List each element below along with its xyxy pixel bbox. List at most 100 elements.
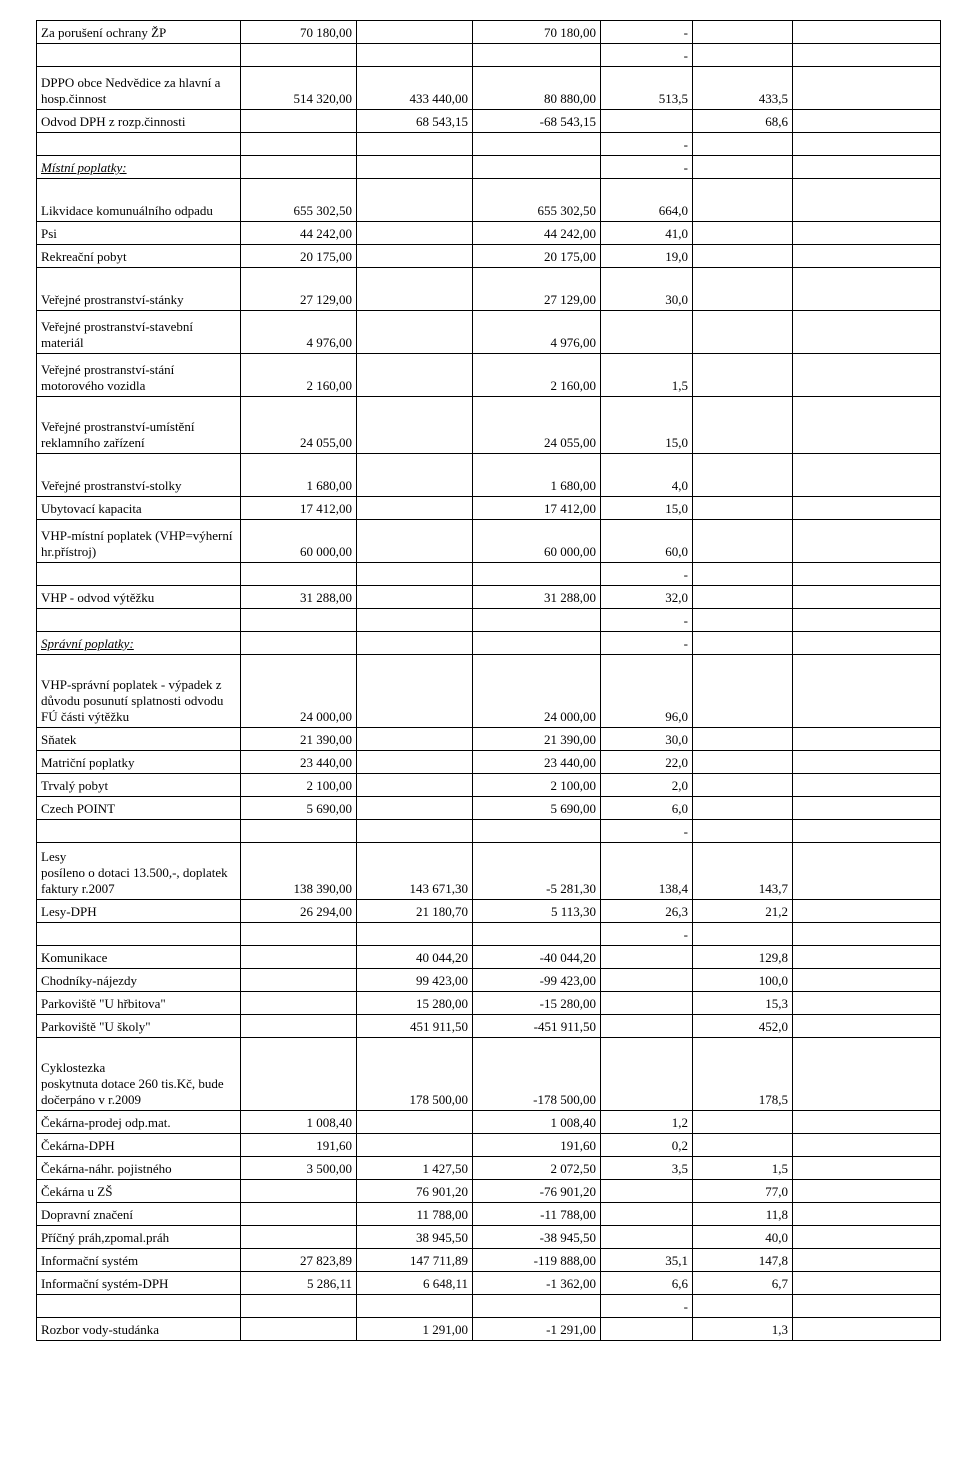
cell-c0: Psi bbox=[37, 222, 241, 245]
cell-c3: -11 788,00 bbox=[473, 1203, 601, 1226]
cell-c2 bbox=[357, 609, 473, 632]
cell-c0: Rekreační pobyt bbox=[37, 245, 241, 268]
cell-c3: -1 362,00 bbox=[473, 1272, 601, 1295]
cell-c2 bbox=[357, 354, 473, 397]
cell-c0: VHP-správní poplatek - výpadek z důvodu … bbox=[37, 655, 241, 728]
cell-c3: 1 008,40 bbox=[473, 1111, 601, 1134]
cell-c4: 30,0 bbox=[601, 728, 693, 751]
cell-c2 bbox=[357, 751, 473, 774]
cell-c6 bbox=[793, 923, 941, 946]
cell-c1 bbox=[241, 156, 357, 179]
table-row: - bbox=[37, 563, 941, 586]
table-row: Veřejné prostranství-stání motorového vo… bbox=[37, 354, 941, 397]
table-row: Sňatek21 390,0021 390,0030,0 bbox=[37, 728, 941, 751]
cell-c0: Sňatek bbox=[37, 728, 241, 751]
cell-c2 bbox=[357, 44, 473, 67]
cell-c6 bbox=[793, 268, 941, 311]
cell-c1: 60 000,00 bbox=[241, 520, 357, 563]
cell-c5 bbox=[693, 1134, 793, 1157]
cell-c5 bbox=[693, 655, 793, 728]
cell-c3: 191,60 bbox=[473, 1134, 601, 1157]
cell-c5 bbox=[693, 245, 793, 268]
cell-c6 bbox=[793, 1134, 941, 1157]
cell-c0: Komunikace bbox=[37, 946, 241, 969]
cell-c5 bbox=[693, 728, 793, 751]
cell-c5 bbox=[693, 563, 793, 586]
cell-c1: 23 440,00 bbox=[241, 751, 357, 774]
cell-c2 bbox=[357, 245, 473, 268]
cell-c3 bbox=[473, 1295, 601, 1318]
table-row: Rozbor vody-studánka1 291,00-1 291,001,3 bbox=[37, 1318, 941, 1341]
cell-c0: Veřejné prostranství-umístění reklamního… bbox=[37, 397, 241, 454]
cell-c6 bbox=[793, 1295, 941, 1318]
cell-c6 bbox=[793, 156, 941, 179]
table-row: Veřejné prostranství-stánky27 129,0027 1… bbox=[37, 268, 941, 311]
cell-c5 bbox=[693, 751, 793, 774]
cell-c3 bbox=[473, 820, 601, 843]
cell-c6 bbox=[793, 586, 941, 609]
cell-c0: VHP - odvod výtěžku bbox=[37, 586, 241, 609]
cell-c4 bbox=[601, 1226, 693, 1249]
cell-c1: 514 320,00 bbox=[241, 67, 357, 110]
cell-c2: 6 648,11 bbox=[357, 1272, 473, 1295]
cell-c3: 2 072,50 bbox=[473, 1157, 601, 1180]
cell-c4: - bbox=[601, 133, 693, 156]
cell-c6 bbox=[793, 843, 941, 900]
cell-c6 bbox=[793, 110, 941, 133]
cell-c3: -1 291,00 bbox=[473, 1318, 601, 1341]
cell-c5: 6,7 bbox=[693, 1272, 793, 1295]
cell-c5 bbox=[693, 520, 793, 563]
cell-c5: 147,8 bbox=[693, 1249, 793, 1272]
cell-c2: 15 280,00 bbox=[357, 992, 473, 1015]
cell-c2 bbox=[357, 563, 473, 586]
cell-c3: 23 440,00 bbox=[473, 751, 601, 774]
cell-c2: 38 945,50 bbox=[357, 1226, 473, 1249]
cell-c0: Čekárna-DPH bbox=[37, 1134, 241, 1157]
table-row: Chodníky-nájezdy99 423,00-99 423,00100,0 bbox=[37, 969, 941, 992]
cell-c2 bbox=[357, 797, 473, 820]
cell-c1: 44 242,00 bbox=[241, 222, 357, 245]
cell-c0: Parkoviště "U hřbitova" bbox=[37, 992, 241, 1015]
cell-c4: - bbox=[601, 21, 693, 44]
cell-c1 bbox=[241, 1226, 357, 1249]
cell-c1 bbox=[241, 820, 357, 843]
table-row: Veřejné prostranství-stolky1 680,001 680… bbox=[37, 454, 941, 497]
cell-c6 bbox=[793, 774, 941, 797]
cell-c6 bbox=[793, 632, 941, 655]
table-row: - bbox=[37, 44, 941, 67]
cell-c2 bbox=[357, 311, 473, 354]
cell-c0: Parkoviště "U školy" bbox=[37, 1015, 241, 1038]
cell-c2 bbox=[357, 133, 473, 156]
cell-c1: 70 180,00 bbox=[241, 21, 357, 44]
table-row: Czech POINT5 690,005 690,006,0 bbox=[37, 797, 941, 820]
cell-c5: 143,7 bbox=[693, 843, 793, 900]
cell-c0: Trvalý pobyt bbox=[37, 774, 241, 797]
cell-c4: 6,0 bbox=[601, 797, 693, 820]
cell-c3: 24 000,00 bbox=[473, 655, 601, 728]
cell-c4: 1,2 bbox=[601, 1111, 693, 1134]
cell-c2 bbox=[357, 156, 473, 179]
table-row: - bbox=[37, 923, 941, 946]
table-row: Matriční poplatky23 440,0023 440,0022,0 bbox=[37, 751, 941, 774]
cell-c3: 20 175,00 bbox=[473, 245, 601, 268]
cell-c5 bbox=[693, 222, 793, 245]
cell-c2 bbox=[357, 1134, 473, 1157]
cell-c1: 2 160,00 bbox=[241, 354, 357, 397]
cell-c4 bbox=[601, 969, 693, 992]
cell-c0: Cyklostezka poskytnuta dotace 260 tis.Kč… bbox=[37, 1038, 241, 1111]
cell-c4: 35,1 bbox=[601, 1249, 693, 1272]
cell-c4 bbox=[601, 1203, 693, 1226]
cell-c1 bbox=[241, 1180, 357, 1203]
cell-c0 bbox=[37, 609, 241, 632]
cell-c3: 24 055,00 bbox=[473, 397, 601, 454]
cell-c3: 31 288,00 bbox=[473, 586, 601, 609]
cell-c2: 433 440,00 bbox=[357, 67, 473, 110]
cell-c1 bbox=[241, 44, 357, 67]
cell-c6 bbox=[793, 728, 941, 751]
cell-c2: 451 911,50 bbox=[357, 1015, 473, 1038]
cell-c2 bbox=[357, 655, 473, 728]
cell-c3: -5 281,30 bbox=[473, 843, 601, 900]
cell-c1: 1 008,40 bbox=[241, 1111, 357, 1134]
cell-c4 bbox=[601, 110, 693, 133]
cell-c0: Veřejné prostranství-stání motorového vo… bbox=[37, 354, 241, 397]
